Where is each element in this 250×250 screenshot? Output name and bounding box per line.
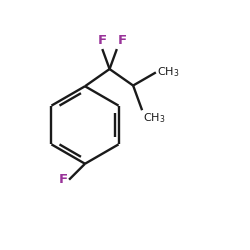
Text: CH$_3$: CH$_3$ [157, 66, 180, 79]
Text: F: F [98, 34, 107, 47]
Text: F: F [118, 34, 127, 47]
Text: F: F [58, 173, 68, 186]
Text: CH$_3$: CH$_3$ [143, 112, 166, 125]
